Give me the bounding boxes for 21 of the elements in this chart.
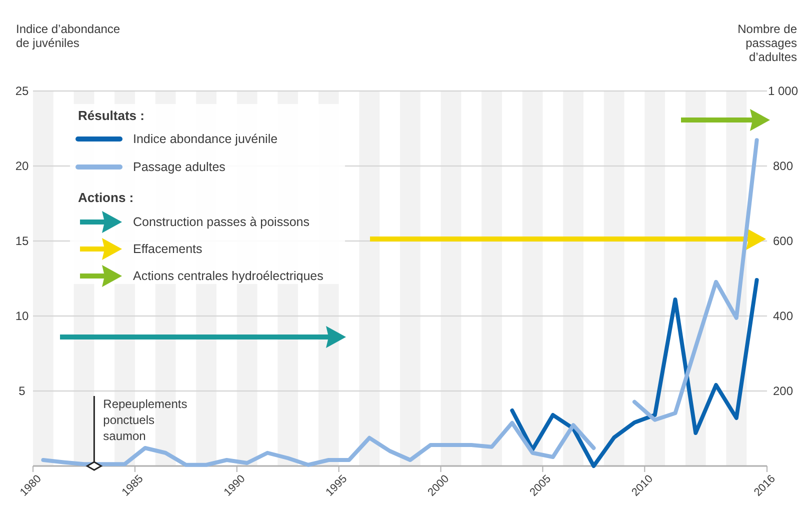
y2-axis-title: Nombre de passages d’adultes [738,22,798,64]
y-tick-label: 5 [18,384,26,398]
line-series [510,278,759,468]
y-tick-label: 25 [15,84,29,98]
annotation: Actions : [78,190,134,205]
annotation: Repeuplements ponctuels saumon [103,397,188,443]
annotation: Actions centrales hydroélectriques [133,269,324,283]
y2-tick-label: 400 [772,309,794,323]
y-tick-label: 20 [15,159,29,173]
y-tick-label: 15 [15,234,29,248]
y-tick-label: 10 [15,309,29,323]
annotation: Construction passes à poissons [133,215,310,229]
annotation: Effacements [133,242,202,256]
legend-label: Passage adultes [133,160,226,174]
y2-tick-label: 800 [772,159,794,173]
legend-title: Résultats : [78,108,144,123]
legend-label: Indice abondance juvénile [133,132,278,146]
y2-tick-label: 200 [772,384,794,398]
y2-tick-label: 600 [772,234,794,248]
y2-tick-label: 1 000 [768,84,798,98]
y-axis-title: Indice d’abondance de juvéniles [16,22,120,50]
